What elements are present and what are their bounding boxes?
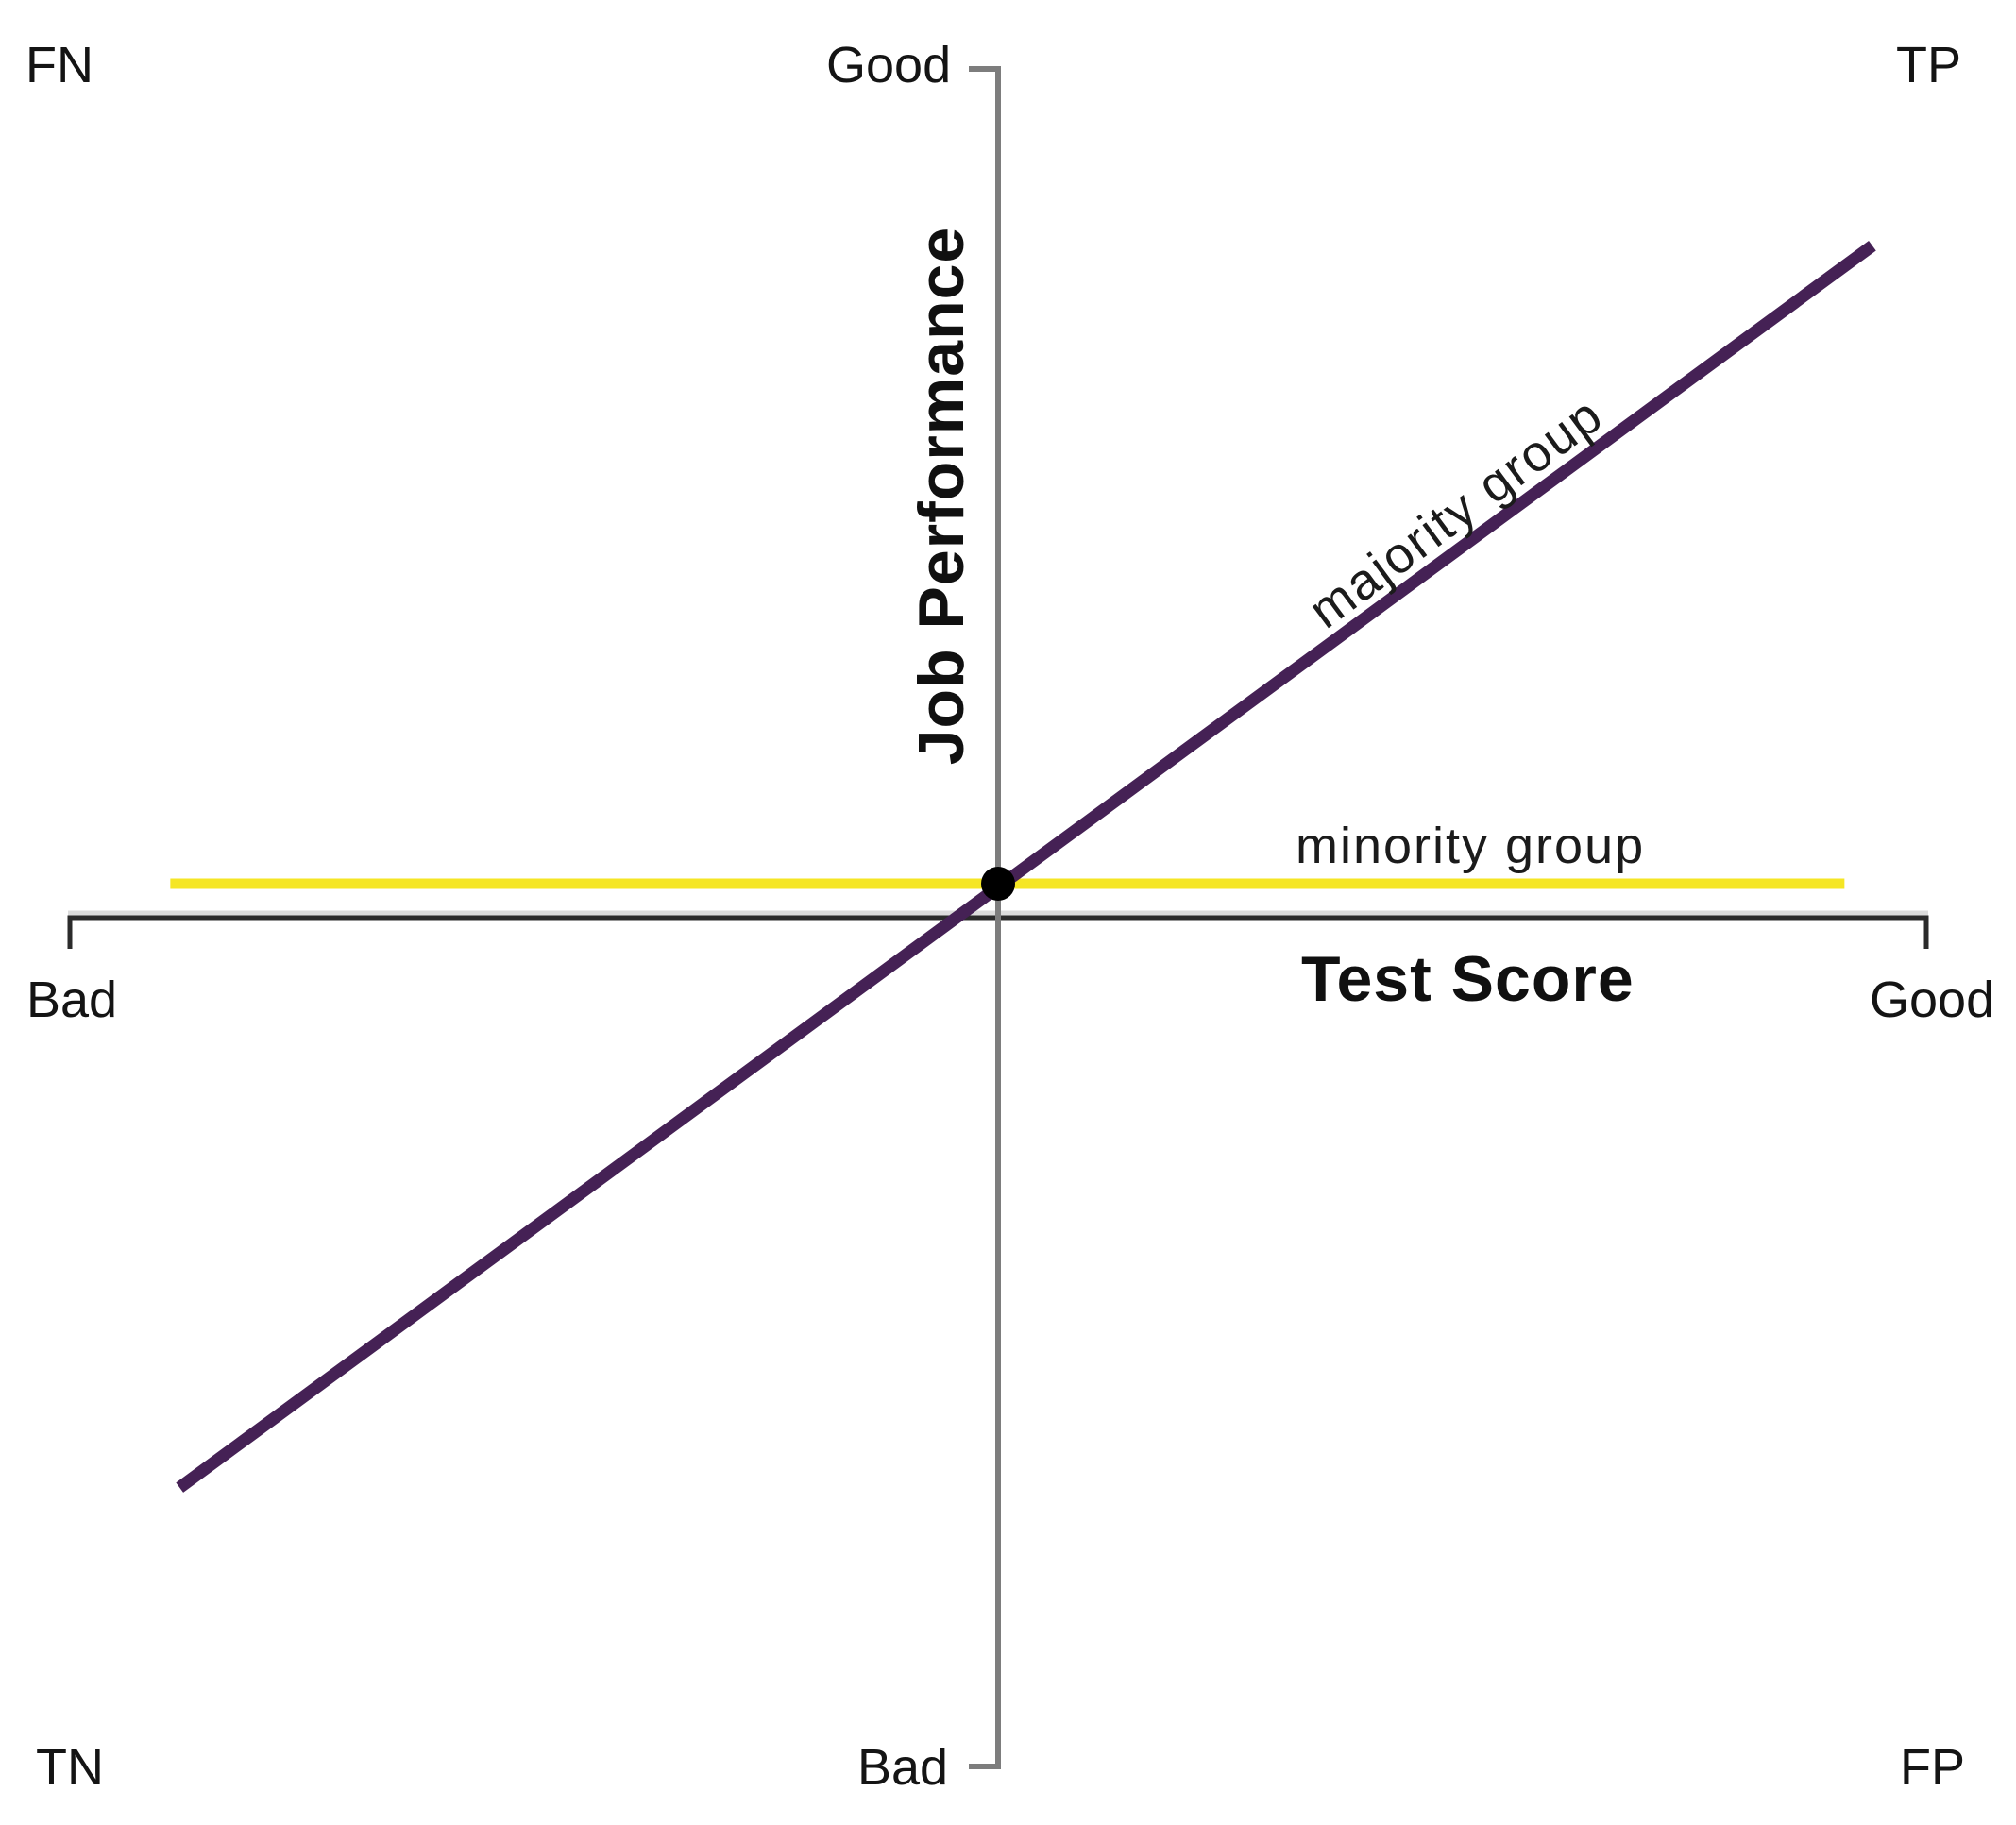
quadrant-label-fp: FP	[1900, 1739, 1966, 1796]
y-axis-title: Job Performance	[906, 226, 977, 766]
y-axis	[969, 66, 1001, 1769]
intersection-dot	[981, 866, 1015, 901]
x-axis-title: Test Score	[1301, 943, 1635, 1015]
y-axis-bottom-label: Bad	[857, 1739, 949, 1796]
quadrant-label-tn: TN	[36, 1739, 104, 1796]
quadrant-label-fn: FN	[25, 37, 93, 93]
quadrant-label-tp: TP	[1896, 37, 1962, 93]
majority-group-line	[176, 240, 1876, 1493]
x-axis-right-label: Good	[1870, 972, 1995, 1028]
minority-group-label: minority group	[1296, 818, 1646, 874]
x-axis-left-label: Bad	[26, 972, 118, 1028]
y-axis-top-label: Good	[826, 37, 952, 93]
